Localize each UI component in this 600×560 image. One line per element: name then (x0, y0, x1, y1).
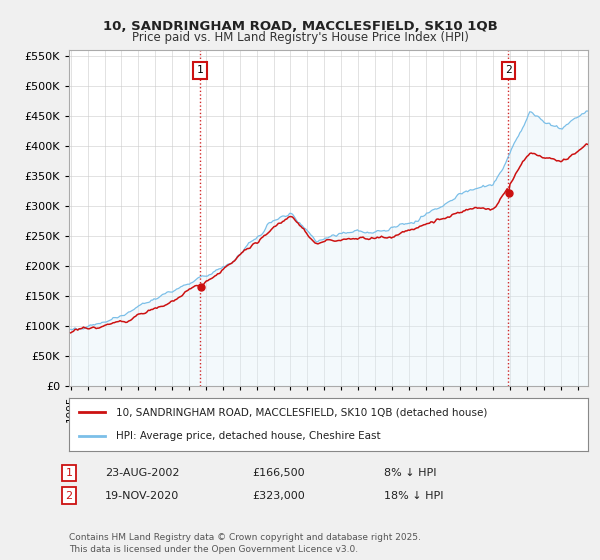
Text: £166,500: £166,500 (252, 468, 305, 478)
Text: 23-AUG-2002: 23-AUG-2002 (105, 468, 179, 478)
Text: HPI: Average price, detached house, Cheshire East: HPI: Average price, detached house, Ches… (116, 431, 380, 441)
Text: 18% ↓ HPI: 18% ↓ HPI (384, 491, 443, 501)
Text: Price paid vs. HM Land Registry's House Price Index (HPI): Price paid vs. HM Land Registry's House … (131, 31, 469, 44)
Text: 8% ↓ HPI: 8% ↓ HPI (384, 468, 437, 478)
Text: 10, SANDRINGHAM ROAD, MACCLESFIELD, SK10 1QB (detached house): 10, SANDRINGHAM ROAD, MACCLESFIELD, SK10… (116, 408, 487, 418)
Text: 19-NOV-2020: 19-NOV-2020 (105, 491, 179, 501)
Text: Contains HM Land Registry data © Crown copyright and database right 2025.
This d: Contains HM Land Registry data © Crown c… (69, 533, 421, 554)
Text: 2: 2 (505, 65, 512, 75)
Text: 1: 1 (197, 65, 203, 75)
Text: 10, SANDRINGHAM ROAD, MACCLESFIELD, SK10 1QB: 10, SANDRINGHAM ROAD, MACCLESFIELD, SK10… (103, 20, 497, 32)
Text: 1: 1 (65, 468, 73, 478)
Text: £323,000: £323,000 (252, 491, 305, 501)
Text: 2: 2 (65, 491, 73, 501)
